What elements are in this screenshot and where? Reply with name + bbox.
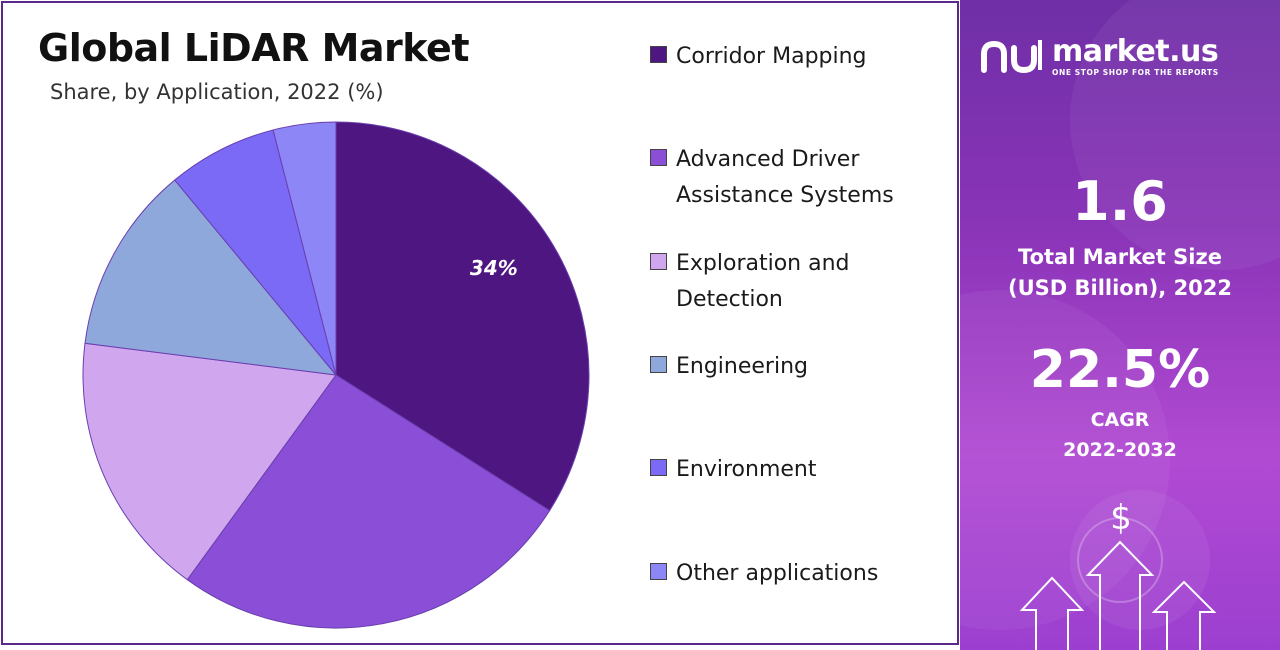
legend-swatch	[650, 459, 667, 476]
market-size-label-line2: (USD Billion), 2022	[1007, 276, 1233, 300]
legend-swatch	[650, 46, 667, 63]
brand-logo: market.us ONE STOP SHOP FOR THE REPORTS	[980, 34, 1219, 78]
legend-label: Engineering	[676, 354, 808, 379]
legend-swatch	[650, 563, 667, 580]
up-arrow-icon	[1019, 540, 1217, 650]
pie-slices	[82, 121, 590, 629]
brand-name: market.us	[1052, 33, 1219, 69]
pie-slice-other-applications	[272, 121, 337, 376]
legend-item-engineering: Engineering	[650, 349, 938, 385]
chart-subtitle: Share, by Application, 2022 (%)	[50, 80, 384, 104]
pie-chart: 34%	[82, 121, 590, 629]
market-size-label-line1: Total Market Size	[1018, 245, 1222, 269]
legend-label: Corridor Mapping	[676, 44, 867, 69]
brand-tagline: ONE STOP SHOP FOR THE REPORTS	[1052, 67, 1219, 77]
market-size-value: 1.6	[1072, 170, 1168, 233]
legend-item-corridor-mapping: Corridor Mapping	[650, 39, 938, 75]
dollar-icon: $	[1110, 498, 1132, 538]
market-size-label: Total Market Size (USD Billion), 2022	[960, 242, 1280, 304]
summary-panel: market.us ONE STOP SHOP FOR THE REPORTS …	[960, 0, 1280, 650]
legend-label: Exploration and Detection	[676, 251, 850, 312]
cagr-period: 2022-2032	[1063, 439, 1177, 461]
legend-swatch	[650, 149, 667, 166]
pie-slice-exploration-and-detection	[82, 342, 337, 581]
legend-swatch	[650, 356, 667, 373]
cagr-label: CAGR	[1090, 409, 1150, 431]
legend-item-exploration-and-detection: Exploration and Detection	[650, 246, 938, 318]
legend-label: Environment	[676, 457, 817, 482]
pie-slice-environment	[174, 129, 337, 376]
panel-decoration	[960, 0, 1280, 650]
legend-item-other-applications: Other applications	[650, 556, 938, 592]
pie-slice-engineering	[84, 179, 338, 376]
legend-item-environment: Environment	[650, 452, 938, 488]
legend-label: Advanced Driver Assistance Systems	[676, 147, 894, 208]
pie-slice-corridor-mapping	[335, 121, 590, 512]
legend-swatch	[650, 253, 667, 270]
pie-label-corridor-mapping: 34%	[470, 256, 518, 280]
cagr-value: 22.5%	[1029, 340, 1211, 400]
legend-item-advanced-driver-assistance-systems: Advanced Driver Assistance Systems	[650, 142, 938, 214]
legend-label: Other applications	[676, 561, 879, 586]
market-us-logo-icon	[981, 40, 1042, 74]
pie-slice-advanced-driver-assistance-systems	[186, 374, 551, 629]
chart-title: Global LiDAR Market	[38, 26, 470, 70]
